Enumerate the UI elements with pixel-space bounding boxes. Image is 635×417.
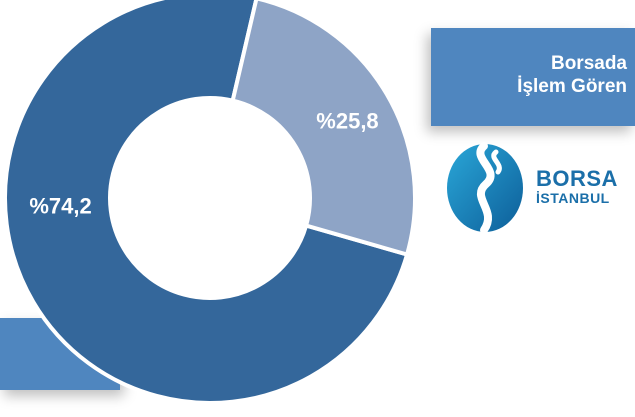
callout-right-banner: Borsada İşlem Gören [431, 28, 635, 126]
logo-word-borsa: BORSA [536, 166, 618, 191]
logo-word-istanbul: İSTANBUL [536, 190, 610, 206]
donut-slice-2 [230, 0, 417, 257]
donut-slice-label-1: %74,2 [29, 193, 91, 218]
borsa-swirl-icon [447, 142, 523, 234]
borsa-istanbul-logo: BORSA İSTANBUL [440, 136, 635, 236]
donut-hole [110, 98, 310, 298]
donut-slice-label-2: %25,8 [316, 109, 378, 134]
callout-text: Borsada İşlem Gören [517, 53, 627, 97]
